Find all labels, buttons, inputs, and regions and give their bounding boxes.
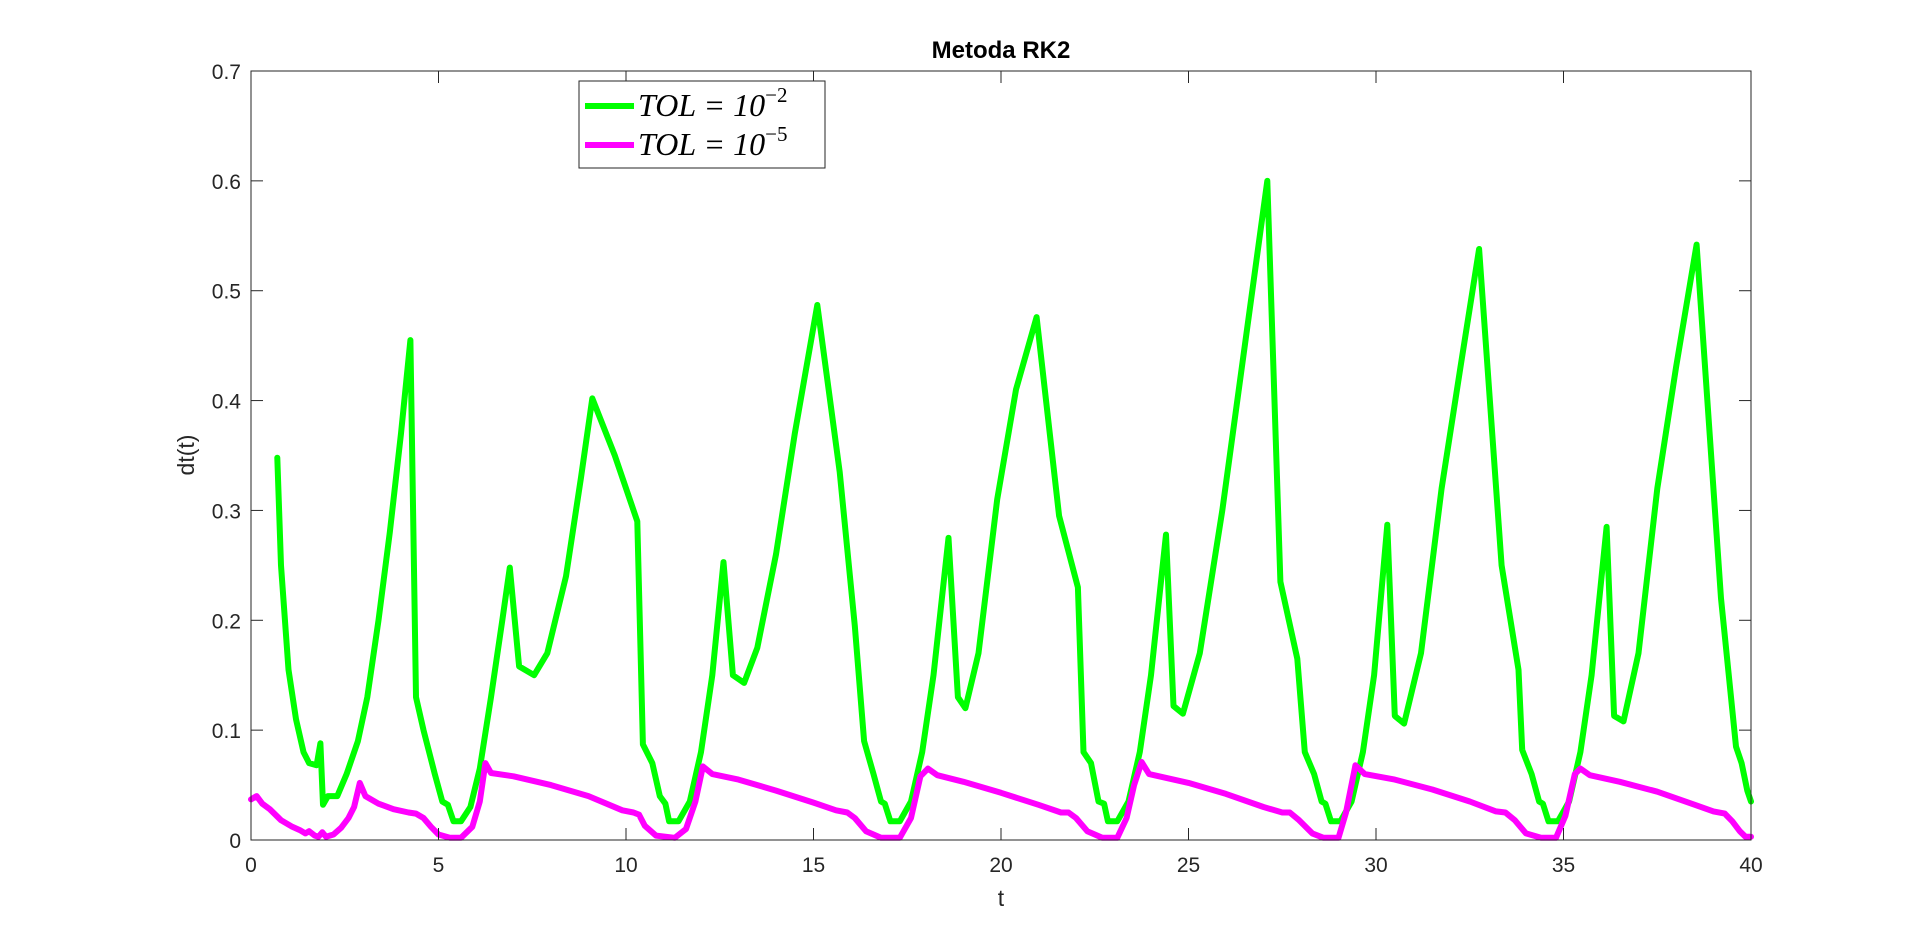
series-line-tol-1e-5 (248, 759, 1754, 841)
chart-title: Metoda RK2 (932, 37, 1071, 64)
x-tick-label: 10 (614, 854, 637, 877)
series-layer (248, 177, 1754, 841)
x-tick-label: 0 (245, 854, 257, 877)
series-line-tol-1e-2 (274, 177, 1754, 825)
x-tick-label: 15 (802, 854, 825, 877)
y-tick-label: 0.1 (212, 720, 241, 743)
x-tick-label: 25 (1177, 854, 1200, 877)
y-tick-label: 0.6 (212, 171, 241, 194)
x-axis: 0 5 10 15 20 25 30 35 40 (245, 71, 1763, 877)
legend-box (578, 80, 826, 169)
x-tick-label: 30 (1364, 854, 1387, 877)
y-tick-label: 0.3 (212, 500, 241, 523)
y-tick-label: 0.5 (212, 281, 241, 304)
legend-entry-tol-1e-5: TOL = 10−5 (638, 122, 787, 162)
y-axis: 0 0.1 0.2 0.3 0.4 0.5 0.6 0.7 (212, 61, 1751, 853)
x-tick-label: 20 (989, 854, 1012, 877)
legend: TOL = 10−2 TOL = 10−5 (578, 80, 826, 169)
plot-area (251, 71, 1751, 840)
y-axis-label: dt(t) (173, 435, 199, 476)
y-tick-label: 0 (229, 830, 241, 853)
y-tick-label: 0.7 (212, 61, 241, 84)
y-tick-label: 0.2 (212, 610, 241, 633)
x-tick-label: 35 (1552, 854, 1575, 877)
x-tick-label: 40 (1739, 854, 1762, 877)
y-tick-label: 0.4 (212, 391, 242, 414)
x-axis-label: t (998, 885, 1005, 911)
legend-entry-tol-1e-2: TOL = 10−2 (638, 83, 787, 123)
x-tick-label: 5 (433, 854, 445, 877)
